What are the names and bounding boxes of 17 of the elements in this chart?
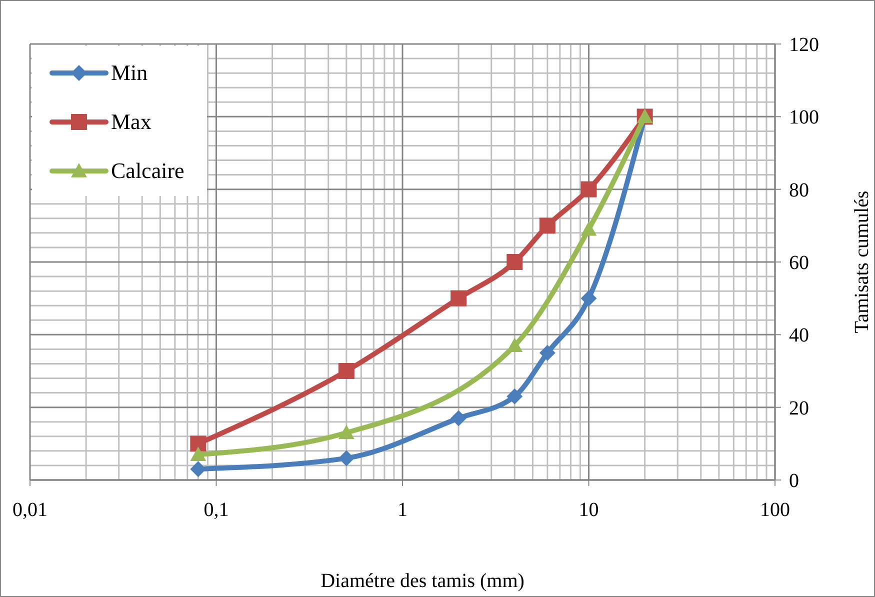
y-tick-label: 60 [789, 252, 809, 274]
y-tick-label: 100 [789, 106, 819, 129]
y-tick-label: 120 [789, 34, 819, 56]
legend-label: Max [111, 109, 152, 134]
x-axis-title: Diamétre des tamis (mm) [320, 570, 524, 592]
y-tick-label: 20 [789, 397, 809, 420]
x-tick-label: 10 [578, 499, 599, 521]
legend-label: Calcaire [111, 158, 184, 183]
y-tick-label: 40 [789, 324, 809, 347]
x-tick-label: 1 [398, 499, 408, 521]
y-tick-label: 80 [789, 179, 809, 202]
x-tick-label: 100 [760, 499, 790, 521]
y-tick-label: 0 [789, 470, 799, 492]
y-axis-title: Tamisats cumulés [851, 190, 873, 334]
x-tick-label: 0,01 [12, 499, 48, 521]
legend-label: Min [111, 60, 148, 85]
x-tick-label: 0,1 [204, 499, 229, 521]
